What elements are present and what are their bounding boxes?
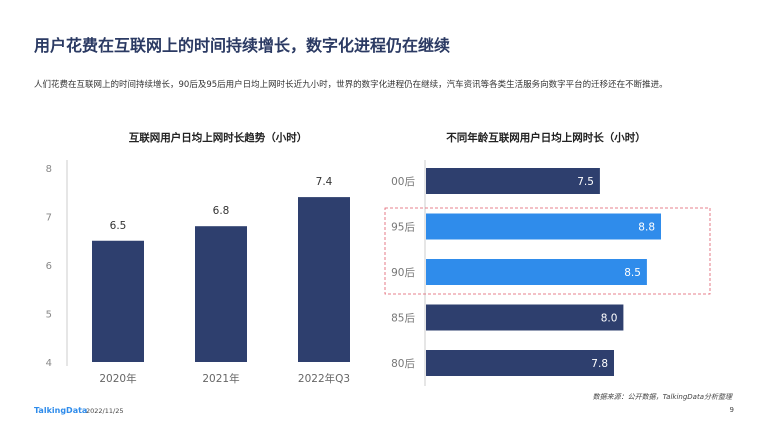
y-tick-label: 8: [46, 164, 52, 175]
bar-value-label: 7.8: [591, 358, 608, 370]
bar-value-label: 7.5: [577, 176, 594, 188]
x-tick-label: 2020年: [99, 372, 136, 385]
right-chart-title: 不同年龄互联网用户日均上网时长（小时）: [446, 132, 646, 144]
bar: [426, 304, 624, 331]
page-title: 用户花费在互联网上的时间持续增长，数字化进程仍在继续: [34, 36, 451, 55]
data-source: 数据来源：公开数据，TalkingData分析整理: [592, 393, 732, 401]
y-tick-label: 85后: [391, 313, 415, 325]
y-tick-label: 80后: [391, 358, 415, 370]
y-tick-label: 00后: [391, 176, 415, 188]
bar: [426, 168, 600, 194]
bar: [92, 240, 144, 362]
bar: [426, 259, 647, 285]
bar-value-label: 8.8: [638, 222, 655, 234]
y-tick-label: 5: [46, 310, 52, 321]
left-chart-title: 互联网用户日均上网时长趋势（小时）: [128, 132, 308, 144]
bar-value-label: 8.5: [624, 267, 641, 279]
x-tick-label: 2022年Q3: [298, 372, 350, 385]
bar: [195, 226, 247, 362]
y-tick-label: 6: [46, 261, 52, 272]
y-tick-label: 7: [46, 213, 52, 224]
brand-logo: TalkingData: [34, 406, 88, 415]
y-tick-label: 90后: [391, 267, 415, 279]
y-tick-label: 4: [46, 358, 52, 369]
y-tick-label: 95后: [391, 222, 415, 234]
bar: [426, 213, 661, 240]
bar-value-label: 6.8: [213, 205, 230, 217]
bar: [298, 197, 350, 362]
bar-value-label: 8.0: [601, 313, 618, 325]
summary-text: 人们花费在互联网上的时间持续增长，90后及95后用户日均上网时长近九小时，世界的…: [34, 80, 668, 90]
bar: [426, 350, 614, 376]
page-number: 9: [729, 406, 734, 414]
x-tick-label: 2021年: [202, 372, 239, 385]
highlight-box: [384, 207, 711, 295]
bar-value-label: 7.4: [316, 176, 333, 188]
bar-value-label: 6.5: [110, 220, 127, 232]
date: 2022/11/25: [86, 407, 124, 415]
